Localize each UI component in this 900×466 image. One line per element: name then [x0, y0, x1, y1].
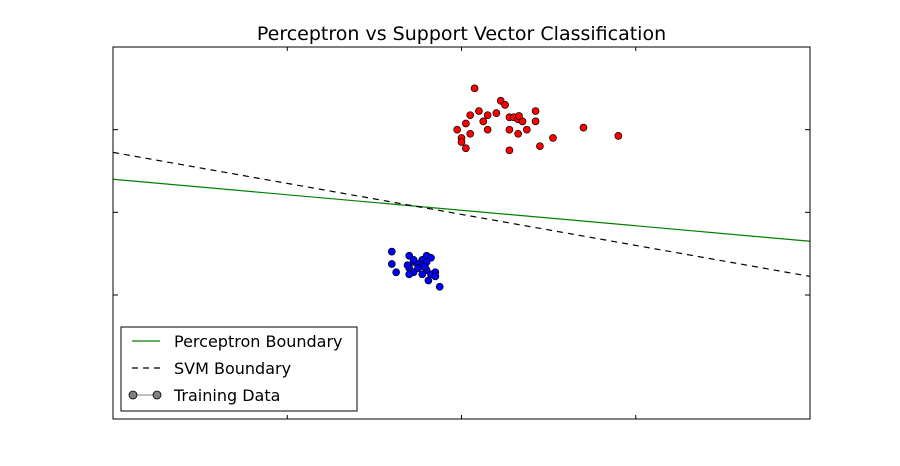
data-point-red-12 — [518, 117, 527, 126]
data-point-blue-15 — [418, 270, 427, 279]
chart-title: Perceptron vs Support Vector Classificat… — [257, 23, 666, 45]
data-point-blue-2 — [392, 268, 401, 277]
data-point-red-15 — [483, 125, 492, 134]
data-point-red-27 — [549, 134, 557, 142]
data-point-red-7 — [531, 107, 540, 115]
axis-ticks — [113, 47, 810, 419]
data-point-red-17 — [522, 125, 531, 134]
data-point-red-8 — [483, 111, 492, 120]
data-point-blue-24 — [403, 261, 412, 270]
perceptron-boundary-line — [113, 178, 810, 242]
legend-label-perceptron: Perceptron Boundary — [174, 332, 343, 351]
boundary-lines — [113, 151, 810, 277]
data-point-red-22 — [453, 125, 461, 134]
data-point-blue-19 — [424, 276, 433, 285]
data-point-red-3 — [475, 107, 483, 115]
legend-item-training-data: Training Data — [128, 386, 280, 405]
legend-item-perceptron: Perceptron Boundary — [132, 332, 343, 351]
data-point-red-14 — [462, 119, 470, 128]
data-point-blue-22 — [414, 264, 422, 272]
legend-label-svm: SVM Boundary — [174, 359, 291, 378]
data-point-blue-0 — [387, 247, 396, 256]
data-point-red-9 — [479, 117, 488, 126]
data-point-blue-16 — [405, 270, 414, 279]
svm-boundary-line — [113, 151, 810, 277]
data-point-red-21 — [466, 129, 475, 138]
data-point-red-19 — [531, 117, 540, 126]
data-point-red-5 — [466, 111, 475, 120]
data-point-red-29 — [614, 132, 623, 140]
legend-swatch-training-data-marker-left — [128, 390, 138, 400]
data-point-blue-17 — [409, 256, 418, 264]
data-point-red-24 — [457, 138, 466, 146]
data-point-red-26 — [536, 142, 544, 151]
data-point-red-0 — [470, 84, 479, 93]
legend-label-training-data: Training Data — [173, 386, 280, 405]
legend-item-svm: SVM Boundary — [132, 359, 291, 378]
data-point-red-16 — [505, 125, 514, 134]
data-point-blue-1 — [387, 260, 396, 268]
training-data-points — [387, 84, 623, 291]
data-point-blue-21 — [435, 282, 444, 291]
data-point-red-25 — [505, 146, 514, 155]
legend-swatch-training-data-marker-right — [152, 390, 162, 400]
data-point-red-13 — [515, 112, 523, 120]
data-point-red-23 — [462, 144, 470, 153]
data-point-red-2 — [501, 101, 509, 109]
legend: Perceptron Boundary SVM Boundary Trainin… — [120, 326, 358, 412]
data-point-blue-23 — [421, 263, 429, 271]
data-point-red-4 — [492, 109, 501, 117]
data-point-blue-20 — [431, 272, 440, 281]
plot-area — [112, 46, 811, 420]
data-point-red-18 — [514, 129, 522, 138]
data-point-red-28 — [579, 123, 588, 132]
